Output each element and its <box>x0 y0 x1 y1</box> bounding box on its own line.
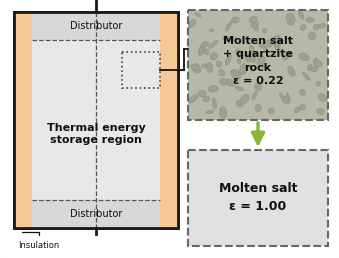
Ellipse shape <box>317 108 324 115</box>
Ellipse shape <box>206 110 214 114</box>
Ellipse shape <box>313 60 322 67</box>
Ellipse shape <box>228 37 237 41</box>
Text: Distributor: Distributor <box>70 21 122 31</box>
Ellipse shape <box>298 53 309 61</box>
Bar <box>32 12 160 228</box>
Text: Distributor: Distributor <box>70 209 122 219</box>
Ellipse shape <box>191 64 200 71</box>
Ellipse shape <box>249 16 257 23</box>
Bar <box>160 12 178 228</box>
Ellipse shape <box>262 29 267 33</box>
Ellipse shape <box>308 64 312 71</box>
Ellipse shape <box>192 64 201 73</box>
Ellipse shape <box>203 49 209 54</box>
Ellipse shape <box>261 63 265 67</box>
Ellipse shape <box>288 66 295 76</box>
Ellipse shape <box>209 41 218 48</box>
Ellipse shape <box>302 72 310 80</box>
Ellipse shape <box>206 62 213 72</box>
Ellipse shape <box>188 19 196 28</box>
Ellipse shape <box>216 61 222 67</box>
Ellipse shape <box>236 100 243 107</box>
Ellipse shape <box>313 24 319 30</box>
Ellipse shape <box>300 25 306 30</box>
Ellipse shape <box>198 45 204 55</box>
Ellipse shape <box>189 94 198 103</box>
Text: Insulation: Insulation <box>18 232 59 250</box>
Ellipse shape <box>254 25 259 31</box>
Ellipse shape <box>319 23 325 28</box>
Ellipse shape <box>257 56 265 66</box>
Ellipse shape <box>279 93 284 99</box>
Ellipse shape <box>236 49 242 56</box>
Ellipse shape <box>286 93 290 103</box>
Ellipse shape <box>286 13 294 21</box>
Ellipse shape <box>255 83 262 91</box>
Ellipse shape <box>250 56 256 62</box>
Ellipse shape <box>240 64 247 74</box>
Bar <box>32 12 160 40</box>
Ellipse shape <box>219 107 227 118</box>
Ellipse shape <box>258 43 267 50</box>
Ellipse shape <box>295 107 301 113</box>
Ellipse shape <box>238 58 241 64</box>
Ellipse shape <box>312 67 317 72</box>
Ellipse shape <box>316 82 320 86</box>
Ellipse shape <box>245 53 251 62</box>
Ellipse shape <box>201 41 208 47</box>
Ellipse shape <box>314 58 318 66</box>
Ellipse shape <box>300 89 306 95</box>
Ellipse shape <box>240 94 249 104</box>
Ellipse shape <box>249 45 254 55</box>
Ellipse shape <box>198 90 206 97</box>
Bar <box>188 10 328 120</box>
Ellipse shape <box>231 69 241 79</box>
Ellipse shape <box>255 104 261 112</box>
Ellipse shape <box>220 78 227 85</box>
Ellipse shape <box>268 108 274 114</box>
Bar <box>14 12 32 228</box>
Bar <box>14 12 178 228</box>
Bar <box>14 12 178 228</box>
Bar <box>188 150 328 246</box>
Ellipse shape <box>300 104 305 110</box>
Ellipse shape <box>287 15 295 25</box>
Ellipse shape <box>306 18 314 22</box>
Ellipse shape <box>298 11 304 19</box>
Ellipse shape <box>219 69 224 76</box>
Ellipse shape <box>210 53 218 60</box>
Ellipse shape <box>308 32 316 39</box>
Ellipse shape <box>208 86 218 92</box>
Ellipse shape <box>202 64 206 68</box>
Text: Molten salt
+ quartzite
rock
ε = 0.22: Molten salt + quartzite rock ε = 0.22 <box>223 36 293 86</box>
Ellipse shape <box>235 86 243 91</box>
Bar <box>188 150 328 246</box>
Ellipse shape <box>284 97 290 103</box>
Ellipse shape <box>225 79 235 86</box>
Ellipse shape <box>203 96 210 102</box>
Ellipse shape <box>274 41 280 51</box>
Ellipse shape <box>199 47 203 54</box>
Ellipse shape <box>223 35 228 41</box>
Ellipse shape <box>225 55 232 65</box>
Text: Thermal energy
storage region: Thermal energy storage region <box>47 123 145 145</box>
Ellipse shape <box>265 40 272 47</box>
Ellipse shape <box>195 13 201 17</box>
Text: Molten salt
ε = 1.00: Molten salt ε = 1.00 <box>219 182 297 214</box>
Ellipse shape <box>273 39 281 47</box>
Ellipse shape <box>318 94 327 101</box>
Bar <box>32 200 160 228</box>
Ellipse shape <box>232 17 239 23</box>
Bar <box>188 10 328 120</box>
Ellipse shape <box>283 52 291 60</box>
Ellipse shape <box>251 21 258 28</box>
Ellipse shape <box>282 96 290 103</box>
Ellipse shape <box>212 98 217 109</box>
Bar <box>122 52 160 88</box>
Ellipse shape <box>271 36 280 42</box>
Ellipse shape <box>210 29 214 32</box>
Ellipse shape <box>225 21 232 31</box>
Ellipse shape <box>252 91 258 100</box>
